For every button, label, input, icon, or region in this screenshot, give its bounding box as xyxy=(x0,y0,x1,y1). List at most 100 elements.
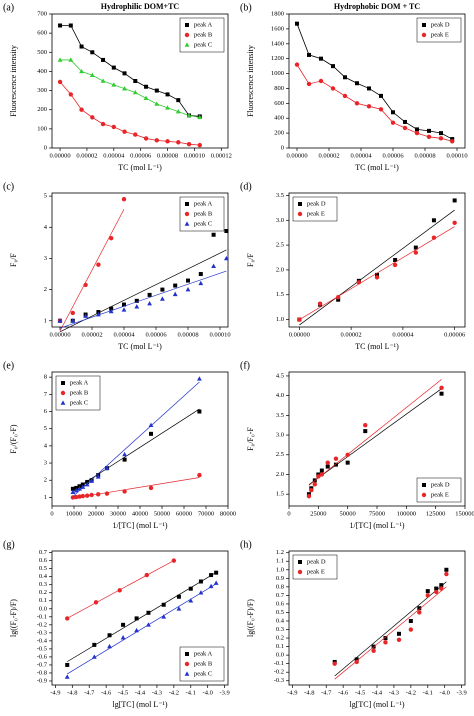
marker xyxy=(434,586,439,591)
marker xyxy=(197,142,202,148)
y-tick-label: 0.6 xyxy=(276,600,285,607)
y-tick-label: -0.9 xyxy=(37,677,47,684)
x-tick-label: 10000 xyxy=(66,510,82,517)
x-tick-label: 0.00000 xyxy=(286,152,307,159)
y-tick-label: 4 xyxy=(44,442,48,449)
x-tick-label: -4.6 xyxy=(338,689,349,696)
fit-line xyxy=(59,270,227,329)
x-tick-label: 0.00006 xyxy=(382,152,404,159)
marker xyxy=(425,593,430,598)
marker xyxy=(89,478,94,483)
marker xyxy=(336,297,341,302)
marker xyxy=(95,474,101,479)
marker xyxy=(68,92,74,97)
fit-line xyxy=(308,379,442,486)
x-tick-label: 0.00010 xyxy=(184,152,205,159)
marker xyxy=(363,429,368,434)
x-tick-label: 0.00004 xyxy=(103,152,125,159)
x-axis-label: lg[TC] (mol L⁻¹) xyxy=(349,700,404,709)
marker xyxy=(176,98,181,103)
x-axis-label: TC (mol L⁻¹) xyxy=(118,342,162,351)
marker xyxy=(143,136,149,141)
marker xyxy=(343,75,347,80)
marker xyxy=(73,487,79,493)
x-tick-label: 0.00006 xyxy=(444,331,466,338)
y-tick-label: -0.1 xyxy=(37,613,47,620)
x-tick-label: 0.00004 xyxy=(113,331,135,338)
panel-label: (c) xyxy=(3,181,14,192)
y-tick-label: -0.3 xyxy=(274,677,284,684)
marker xyxy=(214,570,219,575)
y-tick-label: 0.1 xyxy=(39,597,47,604)
legend-marker xyxy=(61,381,65,385)
marker xyxy=(58,23,63,28)
legend-label: peak A xyxy=(194,21,213,28)
marker xyxy=(309,488,314,493)
y-tick-label: -0.8 xyxy=(37,669,47,676)
legend-marker xyxy=(298,202,302,206)
legend-label: peak C xyxy=(194,41,212,48)
y-tick-label: 0.9 xyxy=(276,575,284,582)
marker xyxy=(439,583,444,588)
marker xyxy=(122,489,127,494)
y-tick-label: 4 xyxy=(44,224,48,231)
legend-marker xyxy=(60,390,66,396)
legend-marker xyxy=(184,32,190,38)
y-axis-label: F₀/F₀-F xyxy=(246,427,255,451)
fit-line xyxy=(59,249,227,333)
marker xyxy=(80,484,86,489)
legend-marker xyxy=(184,671,190,676)
marker xyxy=(439,131,443,136)
marker xyxy=(132,89,138,95)
legend-marker xyxy=(297,211,303,217)
y-tick-label: 2.0 xyxy=(276,471,284,478)
y-axis-label: lg((F₀-F)/F) xyxy=(246,599,255,637)
marker xyxy=(408,618,413,623)
marker xyxy=(84,481,90,487)
y-tick-label: 0 xyxy=(44,144,47,151)
legend-label: peak E xyxy=(307,568,325,575)
y-tick-label: 0.7 xyxy=(276,592,285,599)
legend-box xyxy=(292,554,338,580)
marker xyxy=(367,86,371,91)
legend-marker xyxy=(184,42,190,47)
x-tick-label: 150000 xyxy=(455,510,474,517)
marker xyxy=(104,491,110,496)
x-tick-label: 0.00002 xyxy=(81,331,102,338)
y-tick-label: 2 xyxy=(44,286,47,293)
marker xyxy=(312,482,318,487)
x-tick-label: -4.4 xyxy=(135,689,146,696)
marker xyxy=(439,391,444,396)
marker xyxy=(70,495,76,500)
panel-label: (b) xyxy=(240,2,252,13)
plot-frame xyxy=(51,13,229,149)
marker xyxy=(122,129,127,134)
legend-marker xyxy=(185,202,189,206)
legend-label: peak E xyxy=(431,31,449,38)
legend-marker xyxy=(60,400,66,405)
marker xyxy=(79,107,84,112)
marker xyxy=(121,197,127,202)
x-tick-label: 0 xyxy=(50,510,53,517)
y-tick-label: 1.0 xyxy=(276,316,284,323)
legend-marker xyxy=(421,32,427,38)
fit-line xyxy=(308,388,442,485)
y-tick-label: -0.2 xyxy=(37,621,47,628)
fit-line xyxy=(299,226,455,320)
x-tick-label: 0.00002 xyxy=(76,152,97,159)
marker xyxy=(345,460,350,465)
y-tick-label: 3.5 xyxy=(276,412,284,419)
marker xyxy=(325,460,330,465)
x-tick-label: -4.4 xyxy=(372,689,383,696)
legend-label: peak C xyxy=(70,399,88,406)
marker xyxy=(74,494,79,500)
legend-box xyxy=(416,17,462,43)
marker xyxy=(101,57,106,62)
y-tick-label: 1.5 xyxy=(276,291,284,298)
y-tick-label: 5 xyxy=(44,425,47,432)
marker xyxy=(100,121,106,127)
marker xyxy=(345,452,350,457)
legend-label: peak D xyxy=(431,481,450,488)
x-tick-label: 0.00000 xyxy=(49,152,70,159)
marker xyxy=(107,643,112,649)
